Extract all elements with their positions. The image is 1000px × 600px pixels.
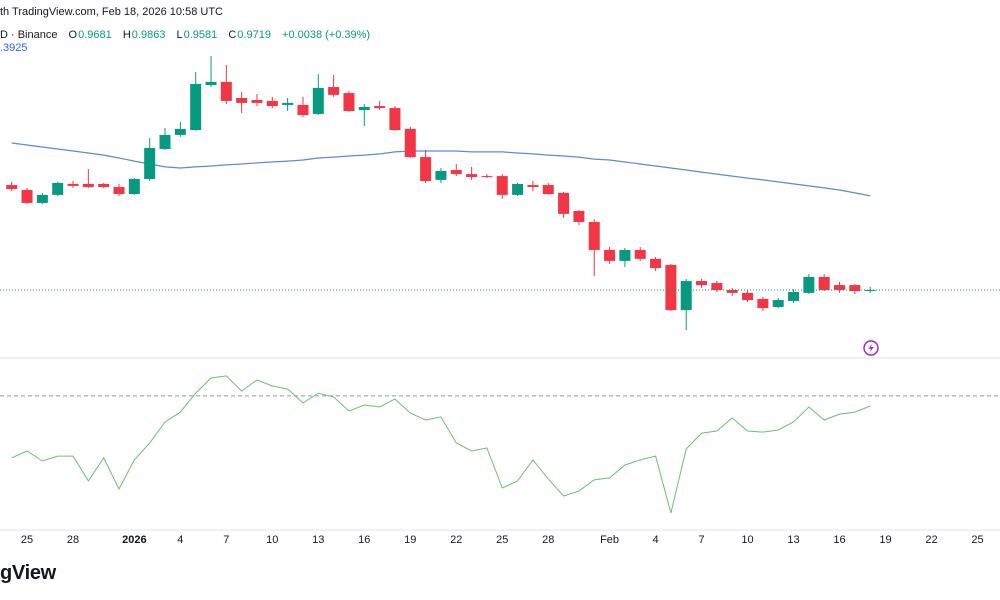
ma-legend: .3925 (0, 42, 28, 54)
x-tick-label: 4 (652, 534, 658, 546)
candle-body (67, 183, 79, 186)
candle-body (558, 192, 570, 214)
x-tick-label: 4 (177, 534, 183, 546)
candle-body (36, 194, 48, 203)
x-tick-label: 28 (67, 534, 79, 546)
candle-body (696, 281, 708, 286)
symbol: D · Binance (0, 29, 58, 41)
candle-body (450, 170, 462, 175)
x-tick-label: 25 (971, 534, 983, 546)
candle-body (343, 93, 355, 111)
x-tick-label: 19 (404, 534, 416, 546)
candle-body (573, 210, 585, 222)
ohlc-letter: H (122, 29, 131, 41)
x-tick-label: 25 (21, 534, 33, 546)
x-tick-label: 13 (787, 534, 799, 546)
ohlc-value: 0.9681 (78, 29, 112, 41)
logo: gView (0, 562, 56, 584)
candle-body (619, 249, 631, 261)
candle-body (404, 128, 416, 158)
candle-body (128, 179, 140, 194)
candle-body (542, 185, 554, 194)
candle-body (205, 81, 217, 86)
candle-body (757, 298, 769, 309)
x-tick-label: 7 (223, 534, 229, 546)
ohlc-value: 0.9863 (131, 29, 166, 41)
candle-body (466, 174, 478, 177)
candle-body (159, 134, 171, 150)
candle-body (144, 147, 156, 179)
candle-body (236, 98, 248, 103)
candle-body (251, 100, 263, 103)
x-tick-label: 16 (358, 534, 370, 546)
alert-bolt (868, 343, 874, 353)
candle-body (650, 258, 662, 269)
x-tick-label: 19 (879, 534, 891, 546)
x-tick-label: 10 (741, 534, 753, 546)
candle-body (742, 292, 754, 301)
candle-body (604, 249, 616, 261)
candle-body (6, 185, 18, 190)
candle-body (818, 277, 830, 290)
candle-body (297, 104, 309, 116)
ohlc-value: 0.9581 (183, 29, 218, 41)
candle-body (358, 106, 370, 111)
candle-body (726, 289, 738, 293)
candle-body (496, 176, 508, 195)
alert-icon[interactable] (863, 340, 879, 356)
candle-body (527, 185, 539, 188)
ohlc-letter: L (176, 29, 183, 41)
candle-body (834, 285, 846, 290)
candle-body (588, 221, 600, 250)
candle-body (113, 187, 125, 194)
candle-body (772, 300, 784, 307)
candle-body (665, 264, 677, 311)
x-tick-label: 2026 (122, 534, 146, 546)
candle-body (389, 108, 401, 130)
candle-body (21, 189, 33, 203)
candle-body (849, 285, 861, 292)
x-tick-label: 22 (925, 534, 937, 546)
x-tick-label: 7 (698, 534, 704, 546)
candle-body (82, 183, 94, 188)
ohlc-letter: O (68, 29, 78, 41)
candle-body (711, 283, 723, 290)
x-tick-label: 22 (450, 534, 462, 546)
x-tick-label: Feb (600, 534, 619, 546)
candle-body (52, 183, 64, 195)
candle-body (680, 281, 692, 311)
candle-body (328, 87, 340, 95)
candle-body (788, 291, 800, 301)
candle-body (266, 100, 278, 107)
candle-body (420, 157, 432, 182)
candle-body (312, 87, 324, 114)
ohlc-letter: C (228, 29, 237, 41)
candle-body (98, 183, 110, 188)
candles (6, 55, 876, 331)
candle-body (803, 277, 815, 293)
candle-body (190, 83, 202, 130)
x-tick-label: 25 (496, 534, 508, 546)
candle-body (174, 128, 186, 135)
candle-body (282, 102, 294, 105)
x-tick-label: 10 (266, 534, 278, 546)
candle-body (374, 106, 386, 109)
x-tick-label: 28 (542, 534, 554, 546)
source-line: th TradingView.com, Feb 18, 2026 10:58 U… (0, 6, 223, 18)
ohlc-value: 0.9719 (237, 29, 271, 41)
ohlc-legend: D · Binance O0.9681 H0.9863 L0.9581 C0.9… (0, 29, 371, 41)
alert-circle (863, 340, 879, 356)
change: +0.0038 (+0.39%) (282, 29, 371, 41)
candle-body (220, 81, 232, 101)
x-tick-label: 16 (833, 534, 845, 546)
candle-body (512, 183, 524, 195)
candle-body (435, 170, 447, 180)
x-tick-label: 13 (312, 534, 324, 546)
candle-body (634, 249, 646, 259)
candle-body (481, 176, 493, 178)
indicator-line (11, 375, 871, 514)
